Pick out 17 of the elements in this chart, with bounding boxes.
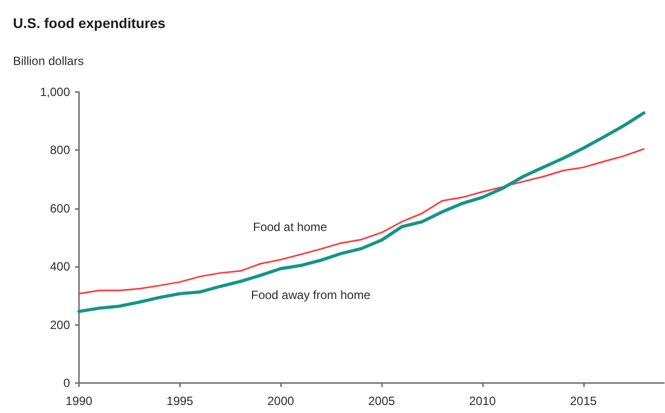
y-axis-title: Billion dollars — [13, 54, 84, 68]
y-tick-label: 0 — [63, 376, 70, 390]
x-tick-label: 2000 — [267, 394, 294, 408]
chart-title: U.S. food expenditures — [13, 15, 166, 31]
x-tick-label: 1995 — [166, 394, 194, 408]
y-tick-label: 800 — [50, 143, 70, 158]
series-label: Food away from home — [251, 288, 371, 302]
y-tick-label: 1,000 — [40, 85, 70, 99]
y-tick-label: 400 — [50, 260, 70, 274]
line-series — [77, 111, 646, 314]
x-tick-label: 1990 — [66, 394, 93, 408]
series-label: Food at home — [253, 220, 328, 234]
x-tick-label: 2005 — [368, 394, 396, 408]
y-tick-label: 200 — [50, 318, 70, 332]
x-tick-label: 2015 — [570, 394, 597, 408]
x-tick-label: 2010 — [469, 394, 496, 408]
y-tick-label: 600 — [50, 201, 70, 216]
